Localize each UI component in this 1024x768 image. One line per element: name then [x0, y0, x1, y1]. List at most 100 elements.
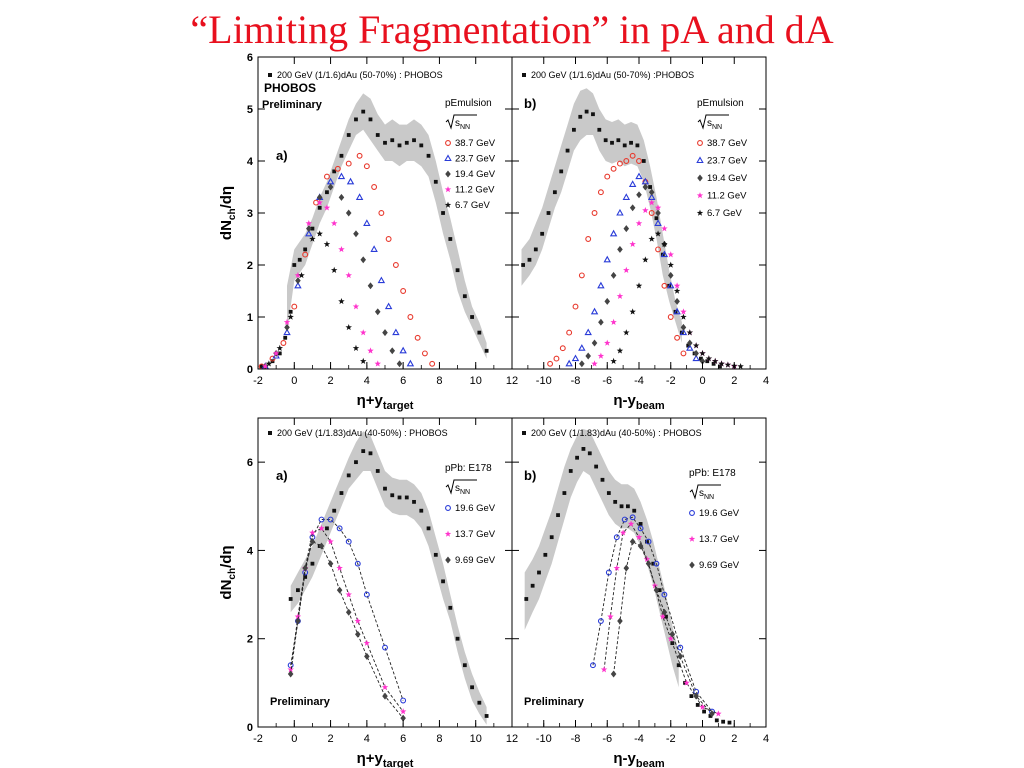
legend-entry-label: 11.2 GeV — [707, 191, 747, 202]
data-point — [338, 298, 345, 305]
data-point — [654, 204, 662, 211]
data-point — [310, 561, 315, 566]
data-point — [628, 180, 637, 187]
data-point — [318, 542, 325, 550]
sqrt-label-sub: NN — [712, 124, 722, 131]
data-point — [327, 183, 334, 191]
data-point — [600, 666, 608, 673]
data-point — [623, 266, 630, 273]
x-tick-label: 4 — [364, 733, 370, 745]
data-point — [287, 313, 294, 320]
data-point — [702, 709, 706, 714]
sqrt-symbol — [689, 484, 721, 500]
data-point — [667, 314, 674, 320]
data-point — [330, 266, 338, 273]
legend-marker — [445, 556, 451, 564]
legend-marker — [689, 510, 695, 516]
x-tick-label: -8 — [571, 733, 581, 745]
data-point — [294, 272, 302, 279]
data-point — [653, 560, 660, 567]
data-point — [338, 246, 345, 253]
data-point — [604, 297, 611, 305]
data-point — [323, 240, 331, 247]
legend-entry-label: 13.7 GeV — [455, 529, 496, 540]
data-point — [397, 143, 402, 148]
data-point — [585, 236, 592, 242]
data-point — [537, 570, 541, 575]
data-point — [484, 348, 489, 353]
data-point — [553, 355, 560, 362]
preliminary-tag: Preliminary — [524, 696, 585, 708]
y-tick-label: 3 — [247, 208, 253, 220]
data-point — [667, 271, 674, 279]
data-point — [367, 347, 374, 354]
data-point — [397, 495, 402, 500]
data-point — [477, 700, 482, 705]
data-point — [667, 261, 674, 268]
data-point — [648, 188, 655, 196]
data-point — [318, 516, 325, 523]
data-point — [540, 231, 545, 236]
uncertainty-band — [524, 429, 679, 688]
sqrt-label-main: s — [699, 488, 704, 499]
data-point — [661, 608, 668, 616]
data-point — [368, 117, 373, 122]
data-point — [367, 282, 374, 290]
legend-marker — [445, 170, 451, 178]
data-point — [705, 355, 713, 362]
sqrt-label-main: s — [455, 483, 460, 494]
plot-area — [524, 429, 732, 725]
data-point — [327, 516, 334, 523]
data-point — [635, 220, 643, 227]
data-point — [352, 303, 360, 310]
data-point — [594, 464, 599, 469]
legend-marker-main — [268, 431, 272, 435]
x-axis-label-main: η-y — [613, 750, 636, 767]
data-point — [389, 347, 396, 355]
x-axis-label-main: η-y — [613, 392, 636, 409]
x-tick-label: 0 — [699, 375, 705, 387]
data-point — [309, 529, 316, 536]
data-point — [336, 564, 343, 571]
data-point — [673, 282, 681, 289]
data-point — [484, 714, 489, 718]
x-tick-label: 10 — [470, 375, 482, 387]
data-point — [619, 504, 624, 509]
data-point — [370, 245, 378, 252]
data-point — [655, 209, 661, 217]
panel-label: a) — [276, 468, 288, 483]
x-tick-label: 2 — [328, 733, 334, 745]
data-point — [400, 697, 407, 704]
data-point — [635, 533, 643, 540]
legend-entry-label: 38.7 GeV — [455, 138, 496, 149]
data-point — [680, 350, 687, 357]
sqrt-label-main: s — [455, 118, 460, 129]
x-tick-label: -10 — [536, 375, 552, 387]
data-point — [412, 138, 416, 143]
uncertainty-band — [521, 88, 682, 343]
data-point — [327, 560, 334, 568]
data-point — [355, 630, 361, 638]
y-axis-label-sub: ch — [227, 208, 238, 220]
legend-main-label: 200 GeV (1/1.83)dAu (40-50%) : PHOBOS — [531, 428, 702, 438]
data-point — [330, 220, 338, 227]
data-point — [363, 591, 370, 598]
data-point — [677, 644, 684, 651]
legend-title: pEmulsion — [445, 98, 492, 109]
legend-marker — [696, 156, 704, 164]
data-point — [334, 165, 341, 172]
data-point — [598, 318, 604, 326]
data-point — [565, 359, 573, 367]
plot-area — [258, 93, 489, 369]
y-tick-label: 0 — [247, 722, 253, 734]
x-axis-label-sub: target — [383, 400, 414, 412]
data-point — [616, 292, 624, 299]
data-point — [265, 360, 273, 367]
data-point — [287, 666, 294, 673]
data-point — [355, 193, 364, 200]
y-axis-label-sub: ch — [227, 568, 238, 580]
data-point — [407, 314, 414, 320]
data-point — [661, 225, 668, 232]
series-line-1 — [592, 516, 713, 712]
data-point — [404, 140, 409, 145]
